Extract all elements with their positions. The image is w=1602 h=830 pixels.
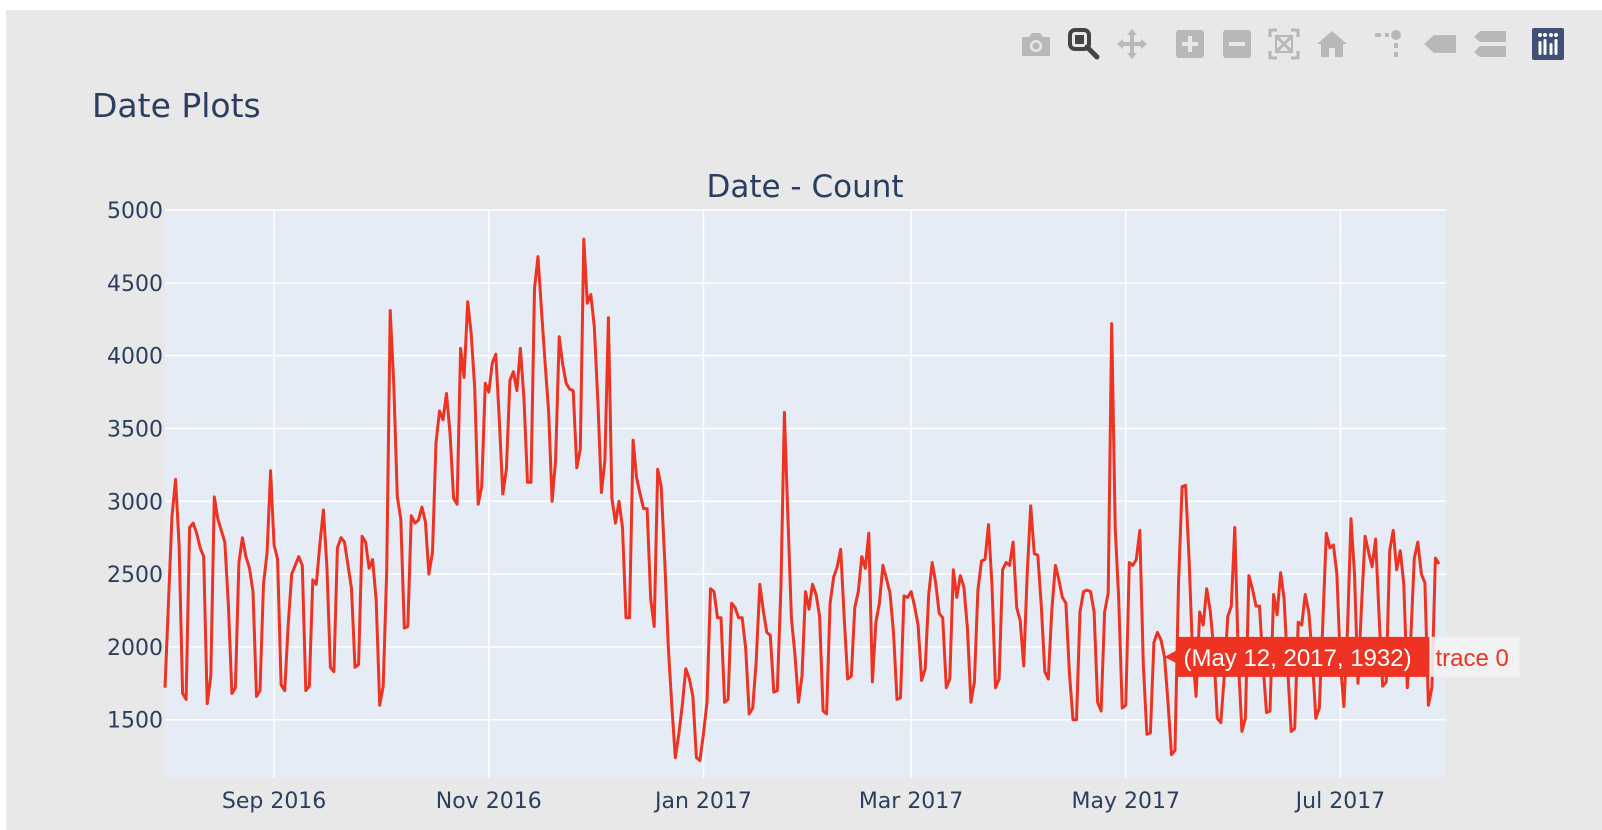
chart-title: Date - Count: [706, 169, 903, 205]
hover-tooltip: (May 12, 2017, 1932) trace 0: [1164, 636, 1520, 677]
hover-trace-name: trace 0: [1435, 645, 1508, 672]
autoscale-icon[interactable]: [1266, 26, 1302, 62]
plotly-logo-icon[interactable]: [1530, 26, 1566, 62]
y-tick-label: 4500: [107, 272, 163, 297]
x-tick-label: Jul 2017: [1294, 789, 1386, 814]
x-tick-label: Sep 2016: [222, 789, 326, 814]
y-tick-label: 2000: [107, 636, 163, 661]
y-tick-label: 4000: [107, 345, 163, 370]
x-axis: Sep 2016 Nov 2016 Jan 2017 Mar 2017 May 2017…: [222, 789, 1385, 814]
page-title: Date Plots: [92, 86, 261, 125]
y-tick-label: 3500: [107, 417, 163, 442]
zoom-out-icon[interactable]: [1219, 26, 1255, 62]
camera-icon[interactable]: [1018, 26, 1054, 62]
spike-lines-icon[interactable]: [1372, 26, 1408, 62]
y-tick-label: 2500: [107, 563, 163, 588]
y-axis: 1500 2000 2500 3000 3500 4000 4500 5000: [107, 199, 163, 734]
hover-compare-icon[interactable]: [1472, 26, 1508, 62]
y-tick-label: 1500: [107, 709, 163, 734]
x-tick-label: May 2017: [1072, 789, 1180, 814]
zoom-icon[interactable]: [1066, 26, 1102, 62]
modebar: [1018, 26, 1602, 66]
hover-label-box: [1164, 636, 1430, 677]
y-tick-label: 3000: [107, 490, 163, 515]
x-tick-label: Nov 2016: [436, 789, 542, 814]
hover-label-text: (May 12, 2017, 1932): [1183, 645, 1411, 672]
x-tick-label: Jan 2017: [653, 789, 752, 814]
home-icon[interactable]: [1314, 26, 1350, 62]
hover-closest-icon[interactable]: [1422, 26, 1458, 62]
y-tick-label: 5000: [107, 199, 163, 224]
x-tick-label: Mar 2017: [859, 789, 964, 814]
pan-icon[interactable]: [1114, 26, 1150, 62]
zoom-in-icon[interactable]: [1172, 26, 1208, 62]
plot-area[interactable]: [165, 210, 1446, 778]
series-line-trace-0[interactable]: [163, 237, 1441, 762]
hover-name-background: [1429, 636, 1520, 677]
